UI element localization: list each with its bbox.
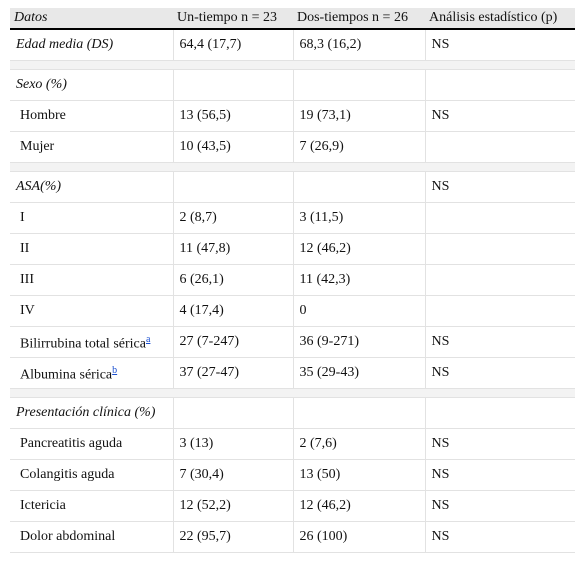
row-label: Mujer [10, 131, 174, 163]
cell-un-tiempo: 11 (47,8) [173, 233, 294, 265]
cell-un-tiempo: 6 (26,1) [173, 264, 294, 296]
cell-p: NS [425, 29, 575, 61]
footnote-link-a[interactable]: a [145, 333, 151, 345]
row-label: Albumina séricab [10, 357, 174, 389]
row-label: III [10, 264, 174, 296]
cell-un-tiempo: 7 (30,4) [173, 459, 294, 491]
header-un-tiempo: Un-tiempo n = 23 [173, 8, 293, 30]
table-row: Ictericia 12 (52,2) 12 (46,2) NS [10, 490, 575, 522]
table-row: IV 4 (17,4) 0 [10, 295, 575, 327]
row-label: Edad media (DS) [10, 29, 174, 61]
spacer-row [10, 388, 575, 398]
table-row: II 11 (47,8) 12 (46,2) [10, 233, 575, 265]
table-row: III 6 (26,1) 11 (42,3) [10, 264, 575, 296]
table-container: Datos Un-tiempo n = 23 Dos-tiempos n = 2… [10, 8, 575, 553]
table-row: Mujer 10 (43,5) 7 (26,9) [10, 131, 575, 163]
header-datos: Datos [10, 8, 173, 30]
group-label: ASA(%) [10, 171, 174, 203]
table-row: Pancreatitis aguda 3 (13) 2 (7,6) NS [10, 428, 575, 460]
cell-dos-tiempos: 11 (42,3) [293, 264, 426, 296]
cell-dos-tiempos: 26 (100) [293, 521, 426, 553]
cell-dos-tiempos: 13 (50) [293, 459, 426, 491]
spacer-row [10, 162, 575, 172]
cell-un-tiempo: 12 (52,2) [173, 490, 294, 522]
cell-un-tiempo: 10 (43,5) [173, 131, 294, 163]
cell-dos-tiempos: 35 (29-43) [293, 357, 426, 389]
row-label: II [10, 233, 174, 265]
group-label: Presentación clínica (%) [10, 397, 174, 429]
cell-p: NS [425, 100, 575, 132]
row-label: I [10, 202, 174, 234]
row-label: Ictericia [10, 490, 174, 522]
bilirrubina-label: Bilirrubina total sérica [20, 336, 146, 352]
row-label: Dolor abdominal [10, 521, 174, 553]
cell-p [425, 131, 575, 163]
cell-dos-tiempos: 68,3 (16,2) [293, 29, 426, 61]
row-label: Pancreatitis aguda [10, 428, 174, 460]
table-row: Edad media (DS) 64,4 (17,7) 68,3 (16,2) … [10, 29, 575, 61]
row-label: Bilirrubina total séricaa [10, 326, 174, 358]
cell-p: NS [425, 459, 575, 491]
cell-dos-tiempos: 7 (26,9) [293, 131, 426, 163]
group-label: Sexo (%) [10, 69, 174, 101]
table-row: Hombre 13 (56,5) 19 (73,1) NS [10, 100, 575, 132]
comparison-table: Datos Un-tiempo n = 23 Dos-tiempos n = 2… [10, 8, 575, 553]
row-label: Colangitis aguda [10, 459, 174, 491]
cell-un-tiempo: 4 (17,4) [173, 295, 294, 327]
table-row: Sexo (%) [10, 69, 575, 101]
cell-un-tiempo: 13 (56,5) [173, 100, 294, 132]
cell-un-tiempo: 64,4 (17,7) [173, 29, 294, 61]
table-row: Bilirrubina total séricaa 27 (7-247) 36 … [10, 326, 575, 358]
table-row: Dolor abdominal 22 (95,7) 26 (100) NS [10, 521, 575, 553]
cell-un-tiempo: 27 (7-247) [173, 326, 294, 358]
header-dos-tiempos: Dos-tiempos n = 26 [293, 8, 425, 30]
cell-p: NS [425, 171, 575, 203]
spacer-row [10, 60, 575, 70]
cell-dos-tiempos: 36 (9-271) [293, 326, 426, 358]
table-row: Colangitis aguda 7 (30,4) 13 (50) NS [10, 459, 575, 491]
table-row: I 2 (8,7) 3 (11,5) [10, 202, 575, 234]
cell-p: NS [425, 357, 575, 389]
row-label: IV [10, 295, 174, 327]
cell-dos-tiempos: 12 (46,2) [293, 233, 426, 265]
footnote-link-b[interactable]: b [112, 364, 118, 376]
cell-p: NS [425, 428, 575, 460]
cell-p: NS [425, 326, 575, 358]
cell-dos-tiempos: 2 (7,6) [293, 428, 426, 460]
table-row: Albumina séricab 37 (27-47) 35 (29-43) N… [10, 357, 575, 389]
row-label: Hombre [10, 100, 174, 132]
table-header-row: Datos Un-tiempo n = 23 Dos-tiempos n = 2… [10, 8, 575, 30]
cell-dos-tiempos: 3 (11,5) [293, 202, 426, 234]
cell-un-tiempo: 22 (95,7) [173, 521, 294, 553]
header-analisis: Análisis estadístico (p) [425, 8, 575, 30]
cell-p: NS [425, 490, 575, 522]
cell-dos-tiempos: 12 (46,2) [293, 490, 426, 522]
cell-un-tiempo: 3 (13) [173, 428, 294, 460]
cell-dos-tiempos: 19 (73,1) [293, 100, 426, 132]
cell-p: NS [425, 521, 575, 553]
cell-dos-tiempos: 0 [293, 295, 426, 327]
albumina-label: Albumina sérica [20, 367, 113, 383]
cell-un-tiempo: 2 (8,7) [173, 202, 294, 234]
table-row: Presentación clínica (%) [10, 397, 575, 429]
cell-un-tiempo: 37 (27-47) [173, 357, 294, 389]
table-row: ASA(%) NS [10, 171, 575, 203]
